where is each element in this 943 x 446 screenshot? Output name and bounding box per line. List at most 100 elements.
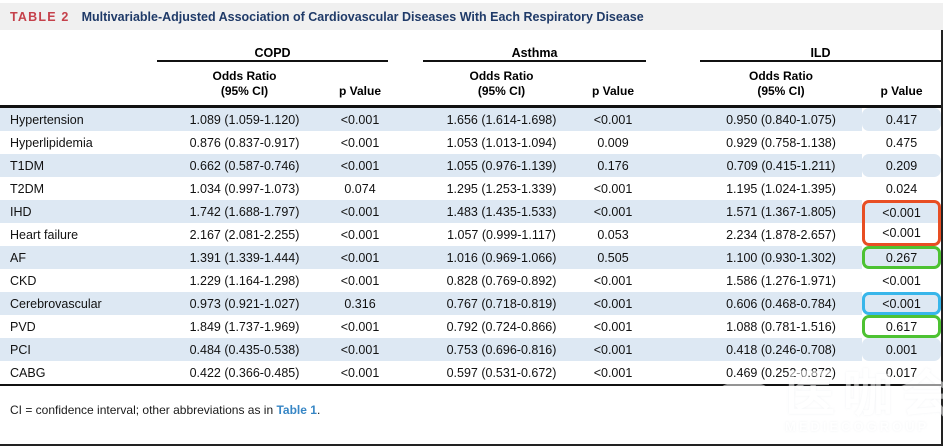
group-header-copd: COPD <box>157 36 388 62</box>
col-header-pvalue: p Value <box>862 62 942 108</box>
group-header-row: COPD Asthma ILD <box>0 36 942 62</box>
cell-copd-or: 1.229 (1.164-1.298) <box>189 273 300 288</box>
table-number-tag: TABLE 2 <box>10 9 70 24</box>
cell-ild-p: <0.001 <box>882 273 921 288</box>
col-header-pvalue: p Value <box>332 62 388 108</box>
cell-asthma-or: 1.016 (0.969-1.066) <box>446 250 557 265</box>
cell-ild-p: 0.267 <box>862 246 942 269</box>
cell-copd-p: <0.001 <box>340 135 380 150</box>
cell-copd-p: <0.001 <box>340 204 380 219</box>
group-gap <box>646 200 700 223</box>
group-gap <box>388 223 423 246</box>
cell-copd-p: <0.001 <box>340 365 380 380</box>
table-row: Hypertension 1.089 (1.059-1.120) <0.001 1.6… <box>0 108 942 131</box>
table-frame: COPD Asthma ILD Odds Ratio (95% CI) p Val… <box>0 30 943 446</box>
cell-copd-p: <0.001 <box>340 273 380 288</box>
group-gap <box>388 338 423 361</box>
group-gap <box>388 361 423 384</box>
cell-copd-p: <0.001 <box>340 342 380 357</box>
table-row: IHD 1.742 (1.688-1.797) <0.001 1.483 (1.435… <box>0 200 942 223</box>
empty-corner-cell <box>0 62 157 108</box>
table-row: T1DM 0.662 (0.587-0.746) <0.001 1.055 (0.97… <box>0 154 942 177</box>
group-gap <box>388 154 423 177</box>
group-gap <box>388 36 423 62</box>
table-row: PVD 1.849 (1.737-1.969) <0.001 0.792 (0.724… <box>0 315 942 338</box>
results-table: COPD Asthma ILD Odds Ratio (95% CI) p Val… <box>0 36 942 384</box>
row-label: T1DM <box>10 158 45 173</box>
cell-asthma-p: <0.001 <box>593 296 633 311</box>
cell-copd-or: 0.484 (0.435-0.538) <box>189 342 300 357</box>
group-gap <box>388 269 423 292</box>
cell-ild-or: 1.088 (0.781-1.516) <box>726 319 836 334</box>
cell-asthma-p: 0.176 <box>597 158 629 173</box>
table-caption-bar: TABLE 2 Multivariable-Adjusted Associati… <box>0 3 943 30</box>
cell-ild-p: 0.475 <box>885 135 918 150</box>
table-row: CABG 0.422 (0.366-0.485) <0.001 0.597 (0.53… <box>0 361 941 384</box>
table-row: AF 1.391 (1.339-1.444) <0.001 1.016 (0.969-… <box>0 246 942 269</box>
group-gap <box>646 223 700 246</box>
group-gap <box>388 62 423 108</box>
group-gap <box>646 108 700 131</box>
cell-copd-or: 0.973 (0.921-1.027) <box>189 296 300 311</box>
cell-copd-or: 1.742 (1.688-1.797) <box>189 204 300 219</box>
group-gap <box>388 246 423 269</box>
cell-ild-p: <0.001 <box>862 200 942 223</box>
cell-asthma-or: 1.295 (1.253-1.339) <box>446 181 557 196</box>
row-label: Hyperlipidemia <box>10 135 93 150</box>
cell-asthma-or: 0.767 (0.718-0.819) <box>446 296 557 311</box>
col-header-or: Odds Ratio (95% CI) <box>157 62 332 108</box>
cell-asthma-p: <0.001 <box>593 342 633 357</box>
cell-ild-p: 0.617 <box>862 315 942 338</box>
group-gap <box>388 131 423 154</box>
cell-copd-p: <0.001 <box>340 319 380 334</box>
cell-asthma-p: <0.001 <box>593 204 633 219</box>
group-gap <box>646 62 700 108</box>
group-gap <box>388 292 423 315</box>
table-body: Hypertension 1.089 (1.059-1.120) <0.001 1.6… <box>0 108 942 384</box>
cell-asthma-or: 1.656 (1.614-1.698) <box>446 112 557 127</box>
cell-copd-or: 1.034 (0.997-1.073) <box>189 181 300 196</box>
cell-ild-or: 1.100 (0.930-1.302) <box>726 250 836 265</box>
cell-asthma-p: 0.053 <box>597 227 629 242</box>
cell-ild-or: 1.586 (1.276-1.971) <box>726 273 836 288</box>
page-title: Multivariable-Adjusted Association of Ca… <box>81 9 644 24</box>
group-gap <box>646 36 700 62</box>
group-header-asthma: Asthma <box>423 36 646 62</box>
table1-link[interactable]: Table 1 <box>276 403 317 417</box>
group-gap <box>646 177 700 200</box>
cell-copd-p: <0.001 <box>340 112 380 127</box>
cell-copd-or: 2.167 (2.081-2.255) <box>189 227 300 242</box>
cell-ild-or: 1.571 (1.367-1.805) <box>726 204 836 219</box>
empty-corner-cell <box>0 36 157 62</box>
cell-copd-or: 1.849 (1.737-1.969) <box>189 319 300 334</box>
group-gap <box>646 131 700 154</box>
cell-asthma-p: <0.001 <box>593 319 633 334</box>
footnote-period: . <box>316 403 321 417</box>
cell-ild-or: 0.929 (0.758-1.138) <box>726 135 836 150</box>
table-row: Cerebrovascular 0.973 (0.921-1.027) 0.316 0… <box>0 292 942 315</box>
row-label: Hypertension <box>10 112 84 127</box>
cell-asthma-p: 0.009 <box>597 135 629 150</box>
cell-copd-p: <0.001 <box>340 227 380 242</box>
group-gap <box>646 154 700 177</box>
row-label: AF <box>10 250 26 265</box>
row-label: PCI <box>10 342 31 357</box>
cell-asthma-or: 0.597 (0.531-0.672) <box>446 365 557 380</box>
cell-asthma-or: 1.057 (0.999-1.117) <box>447 227 556 242</box>
col-header-or: Odds Ratio (95% CI) <box>700 62 862 108</box>
row-label: Heart failure <box>10 227 79 242</box>
cell-asthma-or: 0.792 (0.724-0.866) <box>446 319 557 334</box>
table-row: PCI 0.484 (0.435-0.538) <0.001 0.753 (0.696… <box>0 338 942 361</box>
col-header-pvalue: p Value <box>580 62 646 108</box>
table-row: Hyperlipidemia 0.876 (0.837-0.917) <0.001 1… <box>0 131 941 154</box>
row-label: IHD <box>10 204 32 219</box>
cell-copd-or: 1.089 (1.059-1.120) <box>189 112 300 127</box>
cell-ild-or: 0.469 (0.252-0.872) <box>726 365 836 380</box>
cell-ild-p: 0.024 <box>885 181 918 196</box>
cell-ild-p: 0.001 <box>885 342 918 357</box>
cell-ild-p: 0.017 <box>885 365 918 380</box>
cell-asthma-p: <0.001 <box>593 181 633 196</box>
table-row: CKD 1.229 (1.164-1.298) <0.001 0.828 (0.769… <box>0 269 941 292</box>
group-gap <box>388 315 423 338</box>
group-gap <box>646 246 700 269</box>
